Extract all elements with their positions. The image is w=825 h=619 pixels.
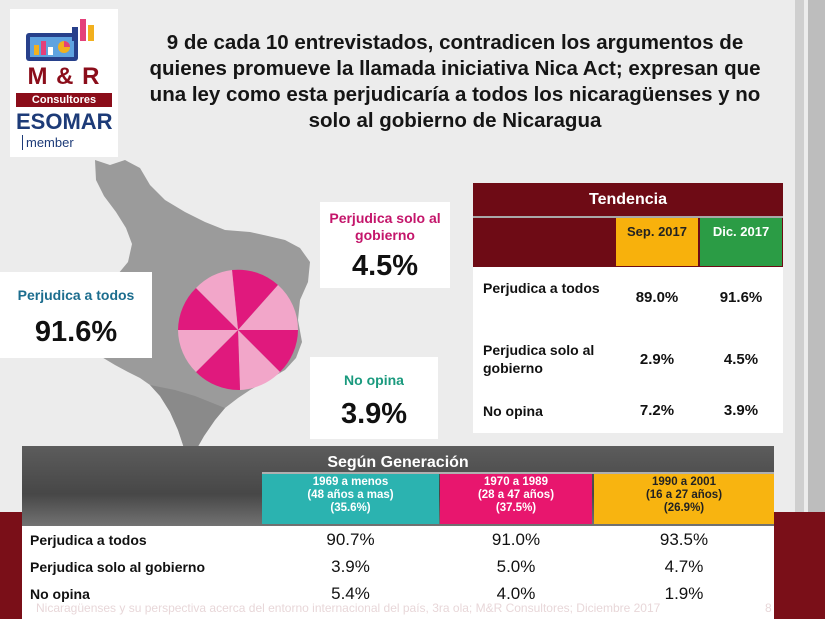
pie-slice bbox=[178, 288, 238, 330]
row-label: No opina bbox=[483, 403, 543, 419]
column-header-line: (16 a 27 años) bbox=[645, 489, 723, 501]
chart-logo-icon bbox=[26, 19, 94, 61]
callout-no-opina: No opina 3.9% bbox=[310, 357, 438, 439]
generacion-title: Según Generación bbox=[327, 454, 469, 471]
callout-label: No opina bbox=[344, 372, 404, 388]
row-value: 3.9% bbox=[723, 402, 759, 419]
row-value: 5.4% bbox=[331, 584, 370, 603]
row-value: 5.0% bbox=[496, 557, 536, 576]
footer-source: Nicaragüenses y su perspectiva acerca de… bbox=[36, 601, 661, 615]
callout-label: Perjudica a todos bbox=[17, 287, 135, 303]
company-logo: M & R Consultores ESOMAR member bbox=[10, 9, 118, 157]
tendencia-header: Tendencia Sep. 2017 Dic. 2017 bbox=[473, 183, 783, 267]
callout-label: Perjudica solo al gobierno bbox=[329, 210, 441, 243]
generacion-table: Según Generación 1969 a menos (48 años a… bbox=[22, 446, 774, 619]
row-value: 93.5% bbox=[659, 530, 709, 549]
column-header-line: (35.6%) bbox=[330, 502, 371, 514]
column-header-line: (28 a 47 años) bbox=[477, 489, 555, 501]
row-value: 7.2% bbox=[639, 402, 675, 419]
callout-value: 4.5% bbox=[351, 250, 419, 282]
callout-value: 3.9% bbox=[340, 398, 408, 430]
row-label: Perjudica a todos bbox=[30, 532, 147, 548]
row-label: Perjudica solo al gobierno bbox=[483, 342, 595, 376]
callout-perjudica-gobierno: Perjudica solo al gobierno 4.5% bbox=[320, 202, 450, 288]
column-header-line: (48 años a mas) bbox=[307, 489, 394, 501]
pie-slice bbox=[238, 285, 299, 330]
row-value: 1.9% bbox=[664, 584, 704, 603]
tendencia-title: Tendencia bbox=[589, 191, 667, 208]
pie-slice bbox=[232, 269, 278, 330]
divider bbox=[262, 472, 774, 474]
column-header-line: (26.9%) bbox=[663, 502, 705, 514]
pie-slice bbox=[178, 330, 238, 372]
page-number: 8 bbox=[765, 601, 772, 615]
nicaragua-map bbox=[78, 160, 310, 450]
column-header-dic-2017: Dic. 2017 bbox=[700, 218, 782, 266]
column-header-sep-2017: Sep. 2017 bbox=[616, 218, 698, 266]
column-header-1970: 1970 a 1989 (28 a 47 años) (37.5%) bbox=[440, 474, 592, 524]
logo-consultores-text: Consultores bbox=[16, 93, 112, 107]
decorative-stripe bbox=[795, 0, 804, 619]
column-header-1990: 1990 a 2001 (16 a 27 años) (26.9%) bbox=[594, 474, 774, 524]
column-header-line: 1990 a 2001 bbox=[652, 476, 716, 488]
row-value: 3.9% bbox=[331, 557, 370, 576]
table-row: No opina 5.4% 4.0% 1.9% bbox=[22, 581, 774, 607]
column-header-1969: 1969 a menos (48 años a mas) (35.6%) bbox=[262, 474, 439, 524]
map-shape bbox=[150, 385, 225, 450]
row-value: 2.9% bbox=[639, 351, 675, 368]
slide-title: 9 de cada 10 entrevistados, contradicen … bbox=[149, 31, 761, 132]
row-value: 91.0% bbox=[491, 530, 541, 549]
pie-slice bbox=[238, 330, 298, 372]
row-value: 4.5% bbox=[723, 351, 759, 368]
tendencia-table: Tendencia Sep. 2017 Dic. 2017 Perjudica … bbox=[473, 183, 783, 433]
row-value: 91.6% bbox=[719, 289, 763, 306]
column-header-line: 1969 a menos bbox=[312, 476, 389, 488]
row-value: 4.0% bbox=[496, 584, 536, 603]
pie-chart bbox=[178, 269, 299, 391]
decorative-stripe bbox=[808, 0, 825, 619]
row-label: Perjudica a todos bbox=[483, 280, 600, 296]
logo-member-text: member bbox=[22, 135, 74, 150]
column-header-line: 1970 a 1989 bbox=[484, 476, 548, 488]
callout-value: 91.6% bbox=[34, 316, 118, 348]
generacion-header: Según Generación 1969 a menos (48 años a… bbox=[22, 446, 774, 526]
callout-perjudica-todos: Perjudica a todos 91.6% bbox=[0, 272, 152, 358]
logo-brand-text: M & R bbox=[27, 63, 101, 90]
pie-slice bbox=[196, 270, 238, 330]
row-value: 4.7% bbox=[664, 557, 704, 576]
pie-slice bbox=[196, 330, 240, 391]
divider bbox=[473, 216, 783, 218]
table-row: Perjudica a todos 90.7% 91.0% 93.5% bbox=[22, 527, 774, 553]
column-header-line: (37.5%) bbox=[495, 502, 537, 514]
logo-esomar-text: ESOMAR bbox=[16, 109, 113, 134]
row-label: No opina bbox=[30, 586, 90, 602]
table-row: Perjudica solo al gobierno 3.9% 5.0% 4.7… bbox=[22, 554, 774, 580]
row-value: 90.7% bbox=[326, 530, 375, 549]
row-label: Perjudica solo al gobierno bbox=[30, 559, 206, 575]
row-value: 89.0% bbox=[635, 289, 679, 306]
pie-slice bbox=[238, 330, 280, 390]
